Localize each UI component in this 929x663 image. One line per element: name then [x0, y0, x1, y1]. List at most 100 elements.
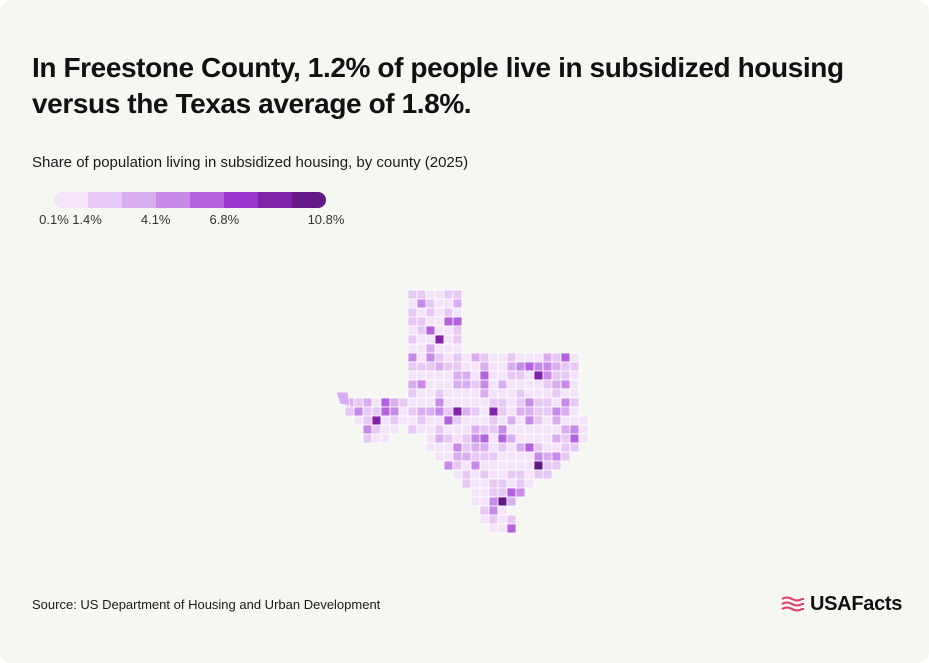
- county-cell[interactable]: [425, 424, 436, 435]
- county-cell[interactable]: [479, 496, 490, 507]
- texas-county-map[interactable]: [330, 280, 610, 550]
- county-cell[interactable]: [497, 361, 508, 372]
- county-cell[interactable]: [524, 442, 535, 453]
- county-cell[interactable]: [488, 505, 499, 516]
- county-cell[interactable]: [461, 460, 472, 471]
- county-cell[interactable]: [497, 379, 508, 390]
- county-cell[interactable]: [470, 388, 481, 399]
- county-cell[interactable]: [560, 451, 571, 462]
- county-cell[interactable]: [524, 361, 535, 372]
- county-cell[interactable]: [533, 370, 544, 381]
- county-cell[interactable]: [515, 487, 526, 498]
- county-cell[interactable]: [551, 424, 562, 435]
- county-cell[interactable]: [515, 361, 526, 372]
- county-cell[interactable]: [407, 298, 418, 309]
- county-cell[interactable]: [542, 406, 553, 417]
- county-cell[interactable]: [416, 388, 427, 399]
- county-cell[interactable]: [434, 343, 445, 354]
- county-cell[interactable]: [551, 388, 562, 399]
- county-cell[interactable]: [470, 424, 481, 435]
- county-cell[interactable]: [416, 361, 427, 372]
- county-cell[interactable]: [371, 397, 382, 408]
- county-cell[interactable]: [452, 361, 463, 372]
- county-cell[interactable]: [479, 478, 490, 489]
- county-cell[interactable]: [479, 415, 490, 426]
- county-cell[interactable]: [452, 460, 463, 471]
- county-cell[interactable]: [515, 442, 526, 453]
- county-cell[interactable]: [470, 370, 481, 381]
- county-cell[interactable]: [461, 424, 472, 435]
- county-cell[interactable]: [398, 406, 409, 417]
- county-cell[interactable]: [353, 415, 364, 426]
- county-cell[interactable]: [380, 433, 391, 444]
- county-cell[interactable]: [452, 442, 463, 453]
- county-cell[interactable]: [479, 442, 490, 453]
- county-cell[interactable]: [533, 460, 544, 471]
- county-cell[interactable]: [353, 406, 364, 417]
- county-cell[interactable]: [416, 415, 427, 426]
- county-cell[interactable]: [434, 289, 445, 300]
- county-cell[interactable]: [416, 424, 427, 435]
- county-cell[interactable]: [497, 415, 508, 426]
- usafacts-logo[interactable]: USAFacts: [780, 592, 902, 616]
- county-cell[interactable]: [551, 370, 562, 381]
- county-cell[interactable]: [542, 370, 553, 381]
- county-cell[interactable]: [506, 478, 517, 489]
- county-cell[interactable]: [497, 451, 508, 462]
- county-cell[interactable]: [407, 334, 418, 345]
- county-cell[interactable]: [425, 361, 436, 372]
- county-cell[interactable]: [560, 397, 571, 408]
- county-cell[interactable]: [407, 424, 418, 435]
- county-cell[interactable]: [389, 415, 400, 426]
- county-cell[interactable]: [434, 352, 445, 363]
- county-cell[interactable]: [479, 388, 490, 399]
- county-cell[interactable]: [407, 406, 418, 417]
- county-cell[interactable]: [488, 469, 499, 480]
- county-cell[interactable]: [542, 424, 553, 435]
- county-cell[interactable]: [461, 388, 472, 399]
- county-cell[interactable]: [533, 397, 544, 408]
- county-cell[interactable]: [443, 307, 454, 318]
- county-cell[interactable]: [362, 424, 373, 435]
- county-cell[interactable]: [569, 406, 580, 417]
- county-cell[interactable]: [515, 460, 526, 471]
- county-cell[interactable]: [470, 442, 481, 453]
- county-cell[interactable]: [407, 325, 418, 336]
- county-cell[interactable]: [416, 298, 427, 309]
- county-cell[interactable]: [524, 424, 535, 435]
- county-cell[interactable]: [452, 469, 463, 480]
- county-cell[interactable]: [533, 424, 544, 435]
- county-cell[interactable]: [551, 361, 562, 372]
- county-cell[interactable]: [515, 379, 526, 390]
- county-cell[interactable]: [371, 433, 382, 444]
- county-cell[interactable]: [497, 370, 508, 381]
- county-cell[interactable]: [443, 397, 454, 408]
- county-cell[interactable]: [470, 451, 481, 462]
- county-cell[interactable]: [479, 379, 490, 390]
- county-cell[interactable]: [560, 406, 571, 417]
- county-cell[interactable]: [407, 316, 418, 327]
- county-cell[interactable]: [398, 397, 409, 408]
- county-cell[interactable]: [434, 298, 445, 309]
- county-cell[interactable]: [515, 388, 526, 399]
- county-cell[interactable]: [425, 370, 436, 381]
- county-cell[interactable]: [569, 433, 580, 444]
- county-cell[interactable]: [533, 388, 544, 399]
- county-cell[interactable]: [542, 460, 553, 471]
- county-cell[interactable]: [488, 424, 499, 435]
- county-cell[interactable]: [434, 442, 445, 453]
- county-cell[interactable]: [560, 361, 571, 372]
- county-cell[interactable]: [398, 415, 409, 426]
- county-cell[interactable]: [470, 487, 481, 498]
- county-cell[interactable]: [353, 397, 364, 408]
- county-cell[interactable]: [362, 433, 373, 444]
- county-cell[interactable]: [524, 379, 535, 390]
- county-cell[interactable]: [371, 415, 382, 426]
- county-cell[interactable]: [461, 361, 472, 372]
- county-cell[interactable]: [560, 352, 571, 363]
- county-cell[interactable]: [506, 370, 517, 381]
- county-cell[interactable]: [443, 352, 454, 363]
- county-cell[interactable]: [425, 307, 436, 318]
- county-cell[interactable]: [515, 451, 526, 462]
- county-cell[interactable]: [506, 415, 517, 426]
